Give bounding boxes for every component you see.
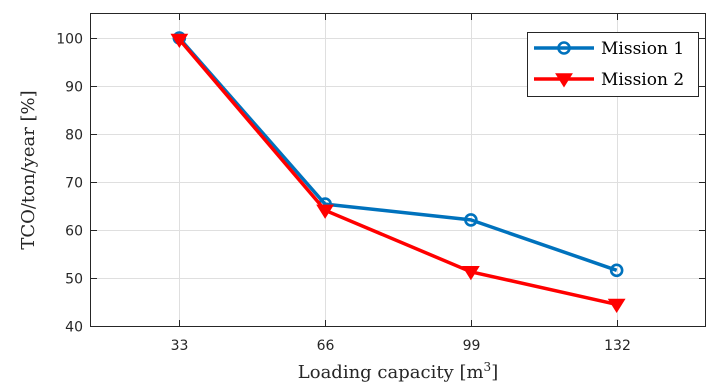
y-tick-label: 100 [56, 32, 83, 48]
x-axis-title-suffix: ] [491, 362, 498, 383]
series-1-point [464, 213, 478, 227]
legend: Mission 1 Mission 2 [527, 32, 699, 97]
plot-frame [90, 13, 706, 327]
legend-label: Mission 1 [601, 39, 684, 59]
y-tick-label: 50 [65, 272, 83, 288]
series-2-line [177, 38, 618, 307]
x-tick-label: 33 [171, 338, 189, 354]
legend-swatch-marker [555, 73, 573, 88]
y-tick-label: 90 [65, 80, 83, 96]
legend-item-1: Mission 1 [534, 39, 684, 59]
legend-label: Mission 2 [601, 70, 684, 90]
x-tick-label: 99 [463, 338, 481, 354]
series-2-point [607, 298, 626, 313]
y-tick-label: 80 [65, 128, 83, 144]
x-tick-label: 66 [317, 338, 335, 354]
x-tick-label: 132 [604, 338, 631, 354]
y-tick-label: 60 [65, 224, 83, 240]
series-2-point [170, 33, 189, 48]
series-2-point [461, 266, 480, 281]
legend-item-2: Mission 2 [534, 70, 684, 90]
series-2-point [316, 204, 335, 219]
series-2 [170, 33, 626, 313]
x-axis-title-superscript: 3 [484, 360, 492, 374]
x-axis-ticks: 33 66 99 132 [171, 14, 631, 354]
x-axis-title: Loading capacity [m3] [298, 360, 498, 383]
y-axis-ticks: 40 50 60 70 80 90 100 [56, 32, 705, 336]
y-tick-label: 70 [65, 176, 83, 192]
series-layer [170, 31, 626, 313]
legend-box [527, 32, 699, 97]
legend-swatch-marker [557, 41, 571, 55]
series-1-point [609, 263, 624, 278]
y-axis-title: TCO/ton/year [%] [18, 90, 39, 249]
y-tick-label: 40 [65, 320, 83, 336]
series-1-line [177, 36, 618, 272]
